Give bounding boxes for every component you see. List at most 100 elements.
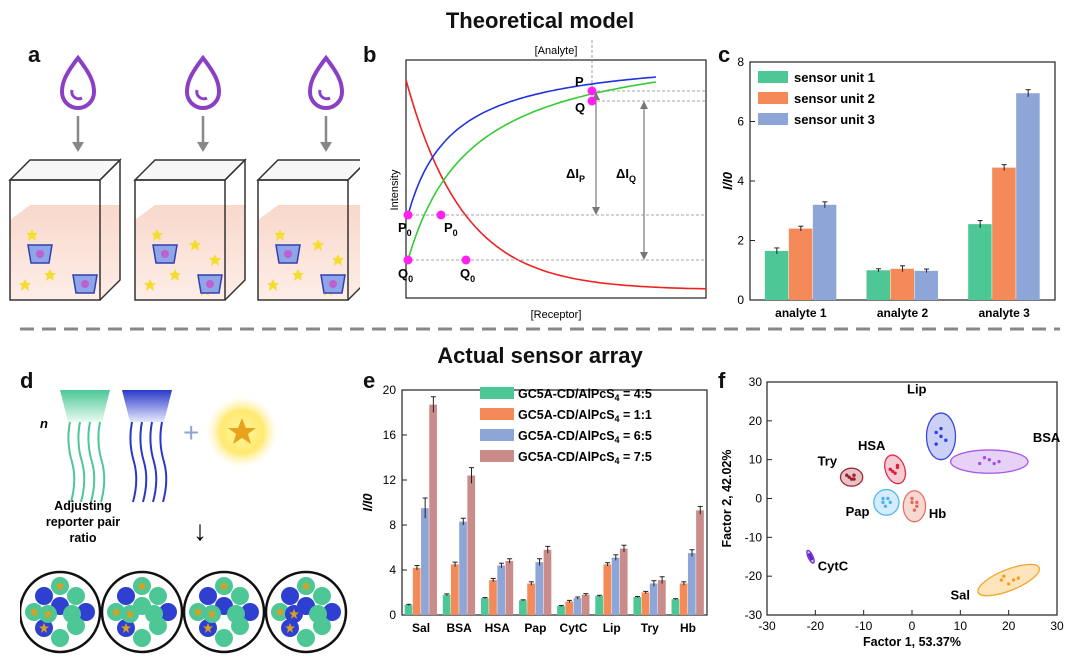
data-point-hb: [912, 508, 917, 512]
intersection-marker: [587, 96, 597, 106]
star-icon: [228, 418, 256, 444]
bottom-section-title: Actual sensor array: [437, 343, 643, 368]
y-tick-label: 0: [737, 293, 744, 307]
data-point-lip: [934, 442, 938, 446]
intensity-axis-label: Intensity: [389, 169, 401, 210]
n-label: n: [40, 416, 48, 431]
legend-swatch: [758, 71, 788, 83]
bar-e-4-3: [581, 594, 590, 615]
cuvette-top: [256, 159, 360, 181]
data-point-sal: [1002, 574, 1006, 578]
category-label: BSA: [447, 621, 473, 635]
data-point-cytc: [809, 556, 814, 561]
down-arrow-icon: ↓: [193, 515, 207, 546]
blue-host-dot: [199, 587, 217, 605]
star-icon: [301, 581, 311, 591]
bar-e-3-1: [527, 583, 535, 615]
x-tick-label: -30: [758, 619, 776, 633]
green-host-dot: [215, 629, 233, 647]
bar-e-3-0: [519, 600, 527, 615]
data-point-hsa: [888, 467, 892, 472]
category-label: Pap: [524, 621, 546, 635]
y-tick-label: 8: [389, 518, 396, 532]
y-tick-label: -30: [745, 608, 763, 622]
data-point-hsa: [890, 469, 895, 474]
star-icon: [267, 279, 279, 291]
y-tick-label: -10: [745, 530, 763, 544]
data-point-bsa: [977, 461, 982, 466]
cuvette-side: [347, 166, 360, 301]
bar-c-2-2: [1016, 93, 1040, 300]
data-point-bsa: [992, 461, 996, 466]
intersection-marker: [403, 255, 413, 265]
star-icon: [209, 254, 221, 266]
x-axis-label: Factor 1, 53.37%: [863, 635, 961, 649]
panel-d-illustration: n + Adjusting reporter pair ratio ↓: [20, 390, 348, 654]
cluster-label-try: Try: [818, 453, 838, 468]
data-point-hsa: [893, 471, 897, 475]
green-host-head: [60, 390, 110, 422]
bar-e-5-2: [611, 557, 620, 615]
bar-e-0-2: [421, 508, 429, 615]
star-icon: [125, 609, 135, 619]
blue-host-dot: [241, 603, 259, 621]
green-host-dot: [309, 605, 327, 623]
data-point-sal: [1006, 582, 1011, 586]
y-tick-label: 12: [383, 473, 397, 487]
blue-host-head: [122, 390, 172, 422]
category-label: CytC: [560, 621, 588, 635]
bar-e-5-1: [603, 564, 612, 615]
bar-e-7-0: [671, 599, 680, 615]
star-icon: [169, 269, 181, 281]
x-tick-label: 10: [954, 619, 968, 633]
blue-host-dot: [281, 587, 299, 605]
bar-e-0-0: [404, 604, 413, 615]
category-label: analyte 2: [877, 306, 929, 320]
star-icon: [289, 609, 299, 619]
bar-e-1-0: [442, 594, 451, 615]
cuvette-front: [9, 179, 101, 301]
cuvette-side: [99, 158, 121, 301]
cuvette-side: [224, 158, 246, 301]
legend-swatch: [480, 387, 514, 399]
bar-e-2-0: [480, 598, 489, 615]
bar-c-2-1: [992, 167, 1016, 300]
legend-swatch: [480, 408, 514, 420]
y-tick-label: 20: [383, 383, 397, 397]
data-point-hb: [915, 500, 919, 505]
label-q: Q: [575, 100, 585, 115]
chart-e: 0 4 8 12 16 20 I/I0 Sal BSA HSA Pap CytC Lip Try Hb GC5…: [360, 383, 708, 635]
star-icon: [55, 581, 65, 591]
data-point-pap: [888, 500, 892, 505]
x-tick-label: 30: [1050, 619, 1064, 633]
bar-e-6-3: [658, 580, 666, 615]
star-icon: [203, 623, 213, 633]
green-host-dot: [297, 629, 315, 647]
star-icon: [26, 229, 38, 241]
label-delta-ip: ΔIP: [566, 166, 585, 184]
panel-d-letter: d: [20, 368, 34, 393]
chart-f: -30 -20 -10 0 10 20 30 -30 -20 -10 0 10 20 30 Factor 1…: [720, 375, 1064, 649]
analyte-curve-p: [407, 76, 657, 216]
data-point-pap: [886, 496, 890, 501]
data-point-try: [852, 477, 856, 481]
green-host-dot: [231, 587, 249, 605]
label-p0-left: P0: [398, 220, 412, 238]
data-point-try: [852, 473, 856, 477]
category-label: Hb: [680, 621, 696, 635]
bar-e-0-1: [412, 567, 421, 615]
category-label: analyte 3: [978, 306, 1030, 320]
star-icon: [144, 279, 156, 291]
category-label: Lip: [603, 621, 621, 635]
green-host-dot: [51, 629, 69, 647]
legend-swatch: [480, 429, 514, 441]
data-point-hb: [910, 496, 914, 501]
data-point-pap: [883, 504, 888, 508]
data-point-hb: [915, 504, 919, 508]
bar-e-1-1: [450, 564, 459, 615]
star-icon: [39, 623, 49, 633]
bar-e-4-0: [557, 606, 565, 615]
cluster-ellipse-bsa: [950, 449, 1029, 474]
drop-shine-icon: [318, 89, 331, 101]
data-point-sal: [1016, 576, 1021, 580]
